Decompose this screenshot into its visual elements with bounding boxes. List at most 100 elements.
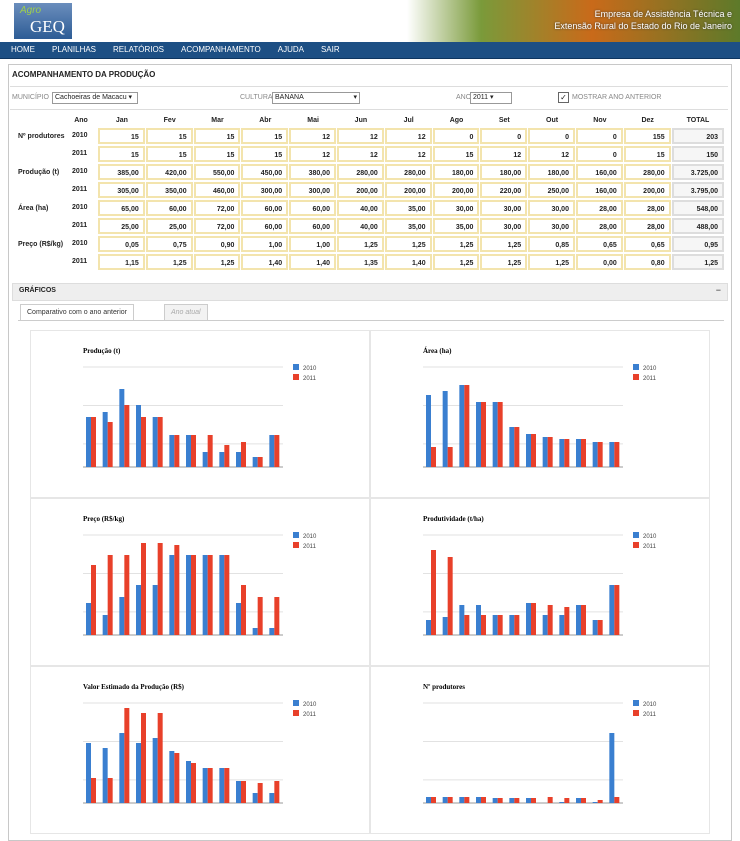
bar — [224, 445, 229, 467]
bar — [543, 437, 548, 467]
bar — [448, 557, 453, 635]
bar — [186, 761, 191, 803]
page: Agro GEQ Empresa de Assistência Técnica … — [0, 0, 740, 841]
value-cell: 15 — [241, 146, 288, 162]
bar — [531, 798, 536, 803]
nav-item[interactable]: RELATÓRIOS — [113, 45, 164, 54]
cultura-select[interactable]: BANANA▾ — [272, 92, 360, 104]
municipio-select[interactable]: Cachoeiras de Macacu ▾ — [52, 92, 138, 104]
collapse-button[interactable]: − — [716, 285, 721, 295]
value-cell: 28,00 — [576, 218, 623, 234]
bar — [274, 597, 279, 635]
ano-select[interactable]: 2011 ▾ — [470, 92, 512, 104]
column-header: Ano — [66, 115, 96, 127]
value-cell: 35,00 — [385, 200, 432, 216]
row-label: Produção (t) — [18, 169, 59, 176]
year-cell: 2011 — [72, 186, 87, 193]
value-cell: 12 — [528, 146, 575, 162]
bar — [258, 597, 263, 635]
column-header: Ago — [433, 115, 481, 127]
bar — [476, 402, 481, 467]
bar — [136, 743, 141, 803]
bar — [224, 555, 229, 635]
year-cell: 2010 — [72, 240, 88, 247]
bar — [559, 439, 564, 467]
bar — [448, 797, 453, 803]
nav-item[interactable]: ACOMPANHAMENTO — [181, 45, 261, 54]
legend-swatch — [293, 532, 299, 538]
value-cell: 180,00 — [528, 164, 575, 180]
value-cell: 28,00 — [576, 200, 623, 216]
header: Agro GEQ Empresa de Assistência Técnica … — [0, 0, 740, 42]
bar — [224, 768, 229, 803]
value-cell: 60,00 — [241, 218, 288, 234]
chart-title: Valor Estimado da Produção (R$) — [83, 683, 185, 691]
bar — [548, 605, 553, 635]
column-header: Jul — [385, 115, 433, 127]
bar — [203, 452, 208, 467]
bar — [598, 800, 603, 803]
value-cell: 30,00 — [528, 200, 575, 216]
value-cell: 0,75 — [146, 236, 193, 252]
legend-label: 2010 — [643, 702, 657, 708]
bar — [153, 585, 158, 635]
tab[interactable]: Comparativo com o ano anterior — [20, 304, 134, 320]
value-cell: 1,25 — [146, 254, 193, 270]
bar — [108, 422, 113, 467]
value-cell: 40,00 — [337, 218, 384, 234]
value-cell: 200,00 — [624, 182, 671, 198]
nav-item[interactable]: PLANILHAS — [52, 45, 96, 54]
bar — [219, 452, 224, 467]
tab[interactable]: Ano atual — [164, 304, 208, 320]
bar — [269, 628, 274, 635]
column-header: Abr — [241, 115, 289, 127]
bar — [464, 385, 469, 467]
select-value: 2011 — [473, 94, 488, 101]
year-cell: 2011 — [72, 258, 87, 265]
bar — [108, 555, 113, 635]
value-cell: 0,90 — [194, 236, 241, 252]
nav-item[interactable]: AJUDA — [278, 45, 304, 54]
logo[interactable]: Agro GEQ — [14, 3, 72, 39]
bar — [169, 751, 174, 803]
bar — [509, 615, 514, 635]
year-cell: 2010 — [72, 168, 88, 175]
value-cell: 160,00 — [576, 164, 623, 180]
legend-label: 2010 — [303, 534, 317, 540]
column-header: Nov — [576, 115, 624, 127]
bar — [174, 435, 179, 467]
nav-item[interactable]: HOME — [11, 45, 35, 54]
value-cell: 300,00 — [289, 182, 336, 198]
bar — [169, 435, 174, 467]
bar — [593, 442, 598, 467]
bar — [576, 798, 581, 803]
legend-swatch — [633, 700, 639, 706]
legend-label: 2010 — [303, 366, 317, 372]
legend-swatch — [633, 542, 639, 548]
value-cell: 1,35 — [337, 254, 384, 270]
bar — [219, 555, 224, 635]
checkbox[interactable]: ✓ — [558, 92, 569, 103]
bar — [614, 797, 619, 803]
section-bar[interactable]: GRÁFICOS − — [12, 283, 728, 301]
bar — [609, 733, 614, 803]
bar — [431, 550, 436, 635]
total-cell: 3.725,00 — [672, 164, 724, 180]
value-cell: 0,85 — [528, 236, 575, 252]
bar — [119, 733, 124, 803]
bar — [236, 603, 241, 635]
logo-top: Agro — [20, 5, 41, 16]
value-cell: 1,25 — [433, 254, 480, 270]
filter-label: CULTURA — [240, 94, 273, 101]
value-cell: 160,00 — [576, 182, 623, 198]
value-cell: 12 — [289, 146, 336, 162]
column-header: Jan — [98, 115, 146, 127]
bar — [464, 615, 469, 635]
value-cell: 30,00 — [480, 218, 527, 234]
value-cell: 15 — [624, 146, 671, 162]
bar — [186, 555, 191, 635]
bar — [86, 603, 91, 635]
nav-item[interactable]: SAIR — [321, 45, 340, 54]
